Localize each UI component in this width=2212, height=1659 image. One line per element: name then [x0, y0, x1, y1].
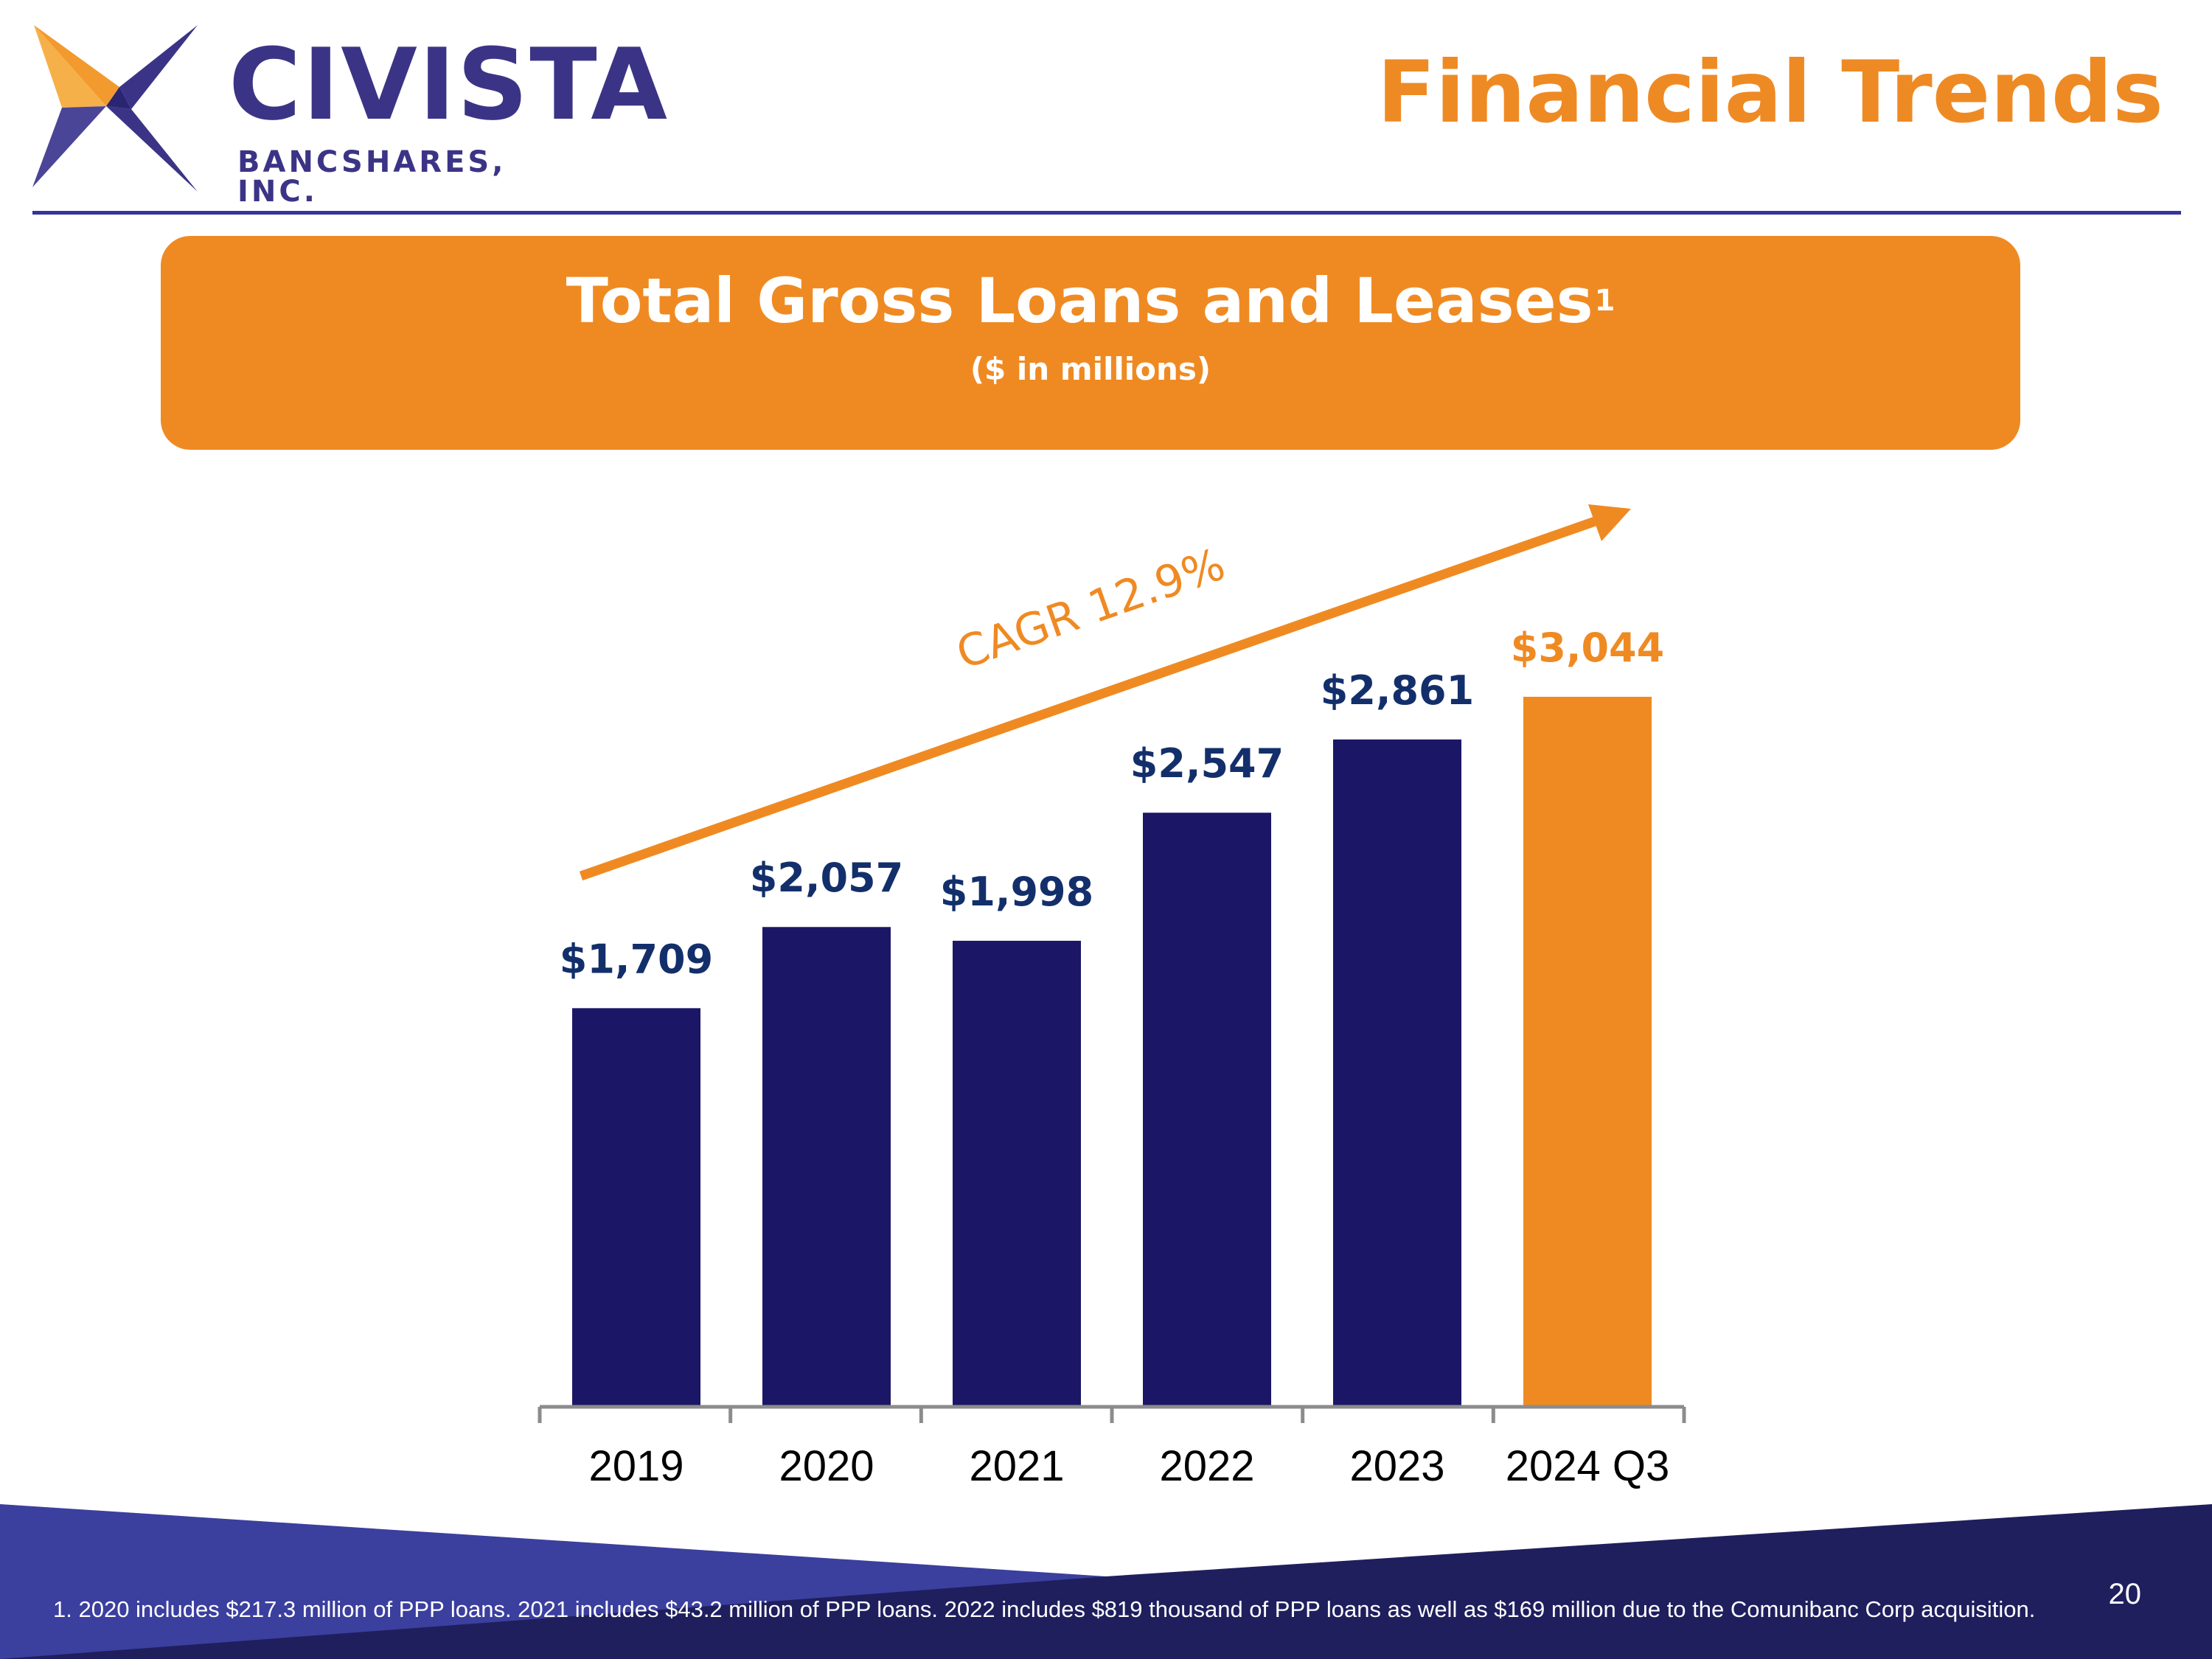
arrow-head-icon: [1588, 504, 1631, 541]
bar-2020: [762, 927, 891, 1407]
footnote: 1. 2020 includes $217.3 million of PPP l…: [53, 1596, 2036, 1622]
data-label: $2,861: [1321, 667, 1474, 714]
data-label: $2,057: [750, 855, 903, 901]
data-label: $3,044: [1511, 625, 1664, 671]
chart-subtitle: ($ in millions): [970, 351, 1211, 387]
x-tick-label: 2021: [969, 1442, 1064, 1490]
page-title: Financial Trends: [1377, 43, 2163, 142]
bar-2021: [953, 940, 1081, 1407]
company-logo: CIVISTA BANCSHARES, INC.: [29, 22, 667, 206]
x-tick-label: 2024 Q3: [1506, 1442, 1670, 1490]
logo-name: CIVISTA: [229, 27, 669, 142]
bar-2024-q3: [1523, 697, 1652, 1407]
bar-2019: [572, 1008, 700, 1407]
x-tick-label: 2022: [1159, 1442, 1254, 1490]
footnote-marker: 1: [1594, 284, 1615, 318]
x-tick-label: 2023: [1349, 1442, 1444, 1490]
header-divider: [32, 211, 2181, 215]
logo-subtitle: BANCSHARES, INC.: [237, 145, 507, 209]
cagr-trend-arrow: [579, 514, 1604, 881]
bar-2022: [1143, 813, 1271, 1407]
data-label: $1,709: [560, 936, 713, 982]
page-number: 20: [2108, 1578, 2142, 1610]
bar-2023: [1333, 739, 1461, 1407]
star-logo-icon: [32, 25, 198, 192]
x-tick-label: 2020: [779, 1442, 874, 1490]
chart-title-box: Total Gross Loans and Leases1 ($ in mill…: [161, 236, 2020, 450]
x-tick-label: 2019: [588, 1442, 684, 1490]
data-label: $1,998: [940, 869, 1093, 915]
footer-band: [0, 1504, 2212, 1659]
data-label: $2,547: [1130, 740, 1284, 787]
chart-title: Total Gross Loans and Leases1: [161, 270, 2020, 332]
chart-title-text: Total Gross Loans and Leases: [566, 265, 1593, 337]
